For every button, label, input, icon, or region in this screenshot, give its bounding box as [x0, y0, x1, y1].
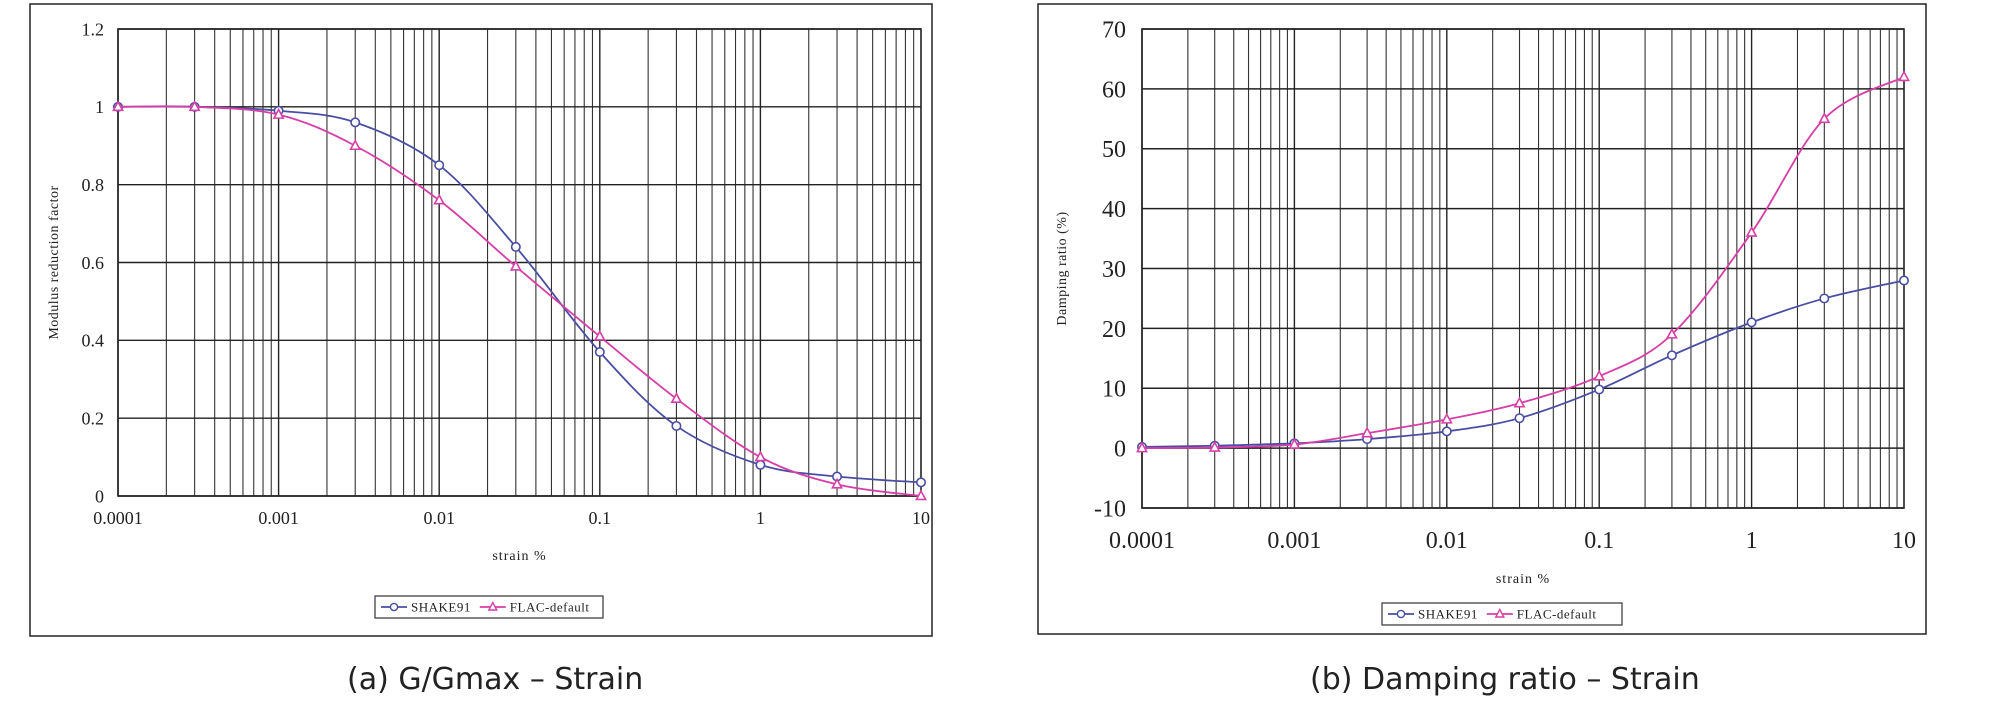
legend-label: FLAC-default	[510, 600, 590, 615]
y-tick-label: 10	[1102, 377, 1126, 403]
y-tick-label: 0.8	[82, 175, 105, 195]
legend-label: SHAKE91	[411, 600, 471, 615]
legend-marker	[1494, 608, 1505, 618]
x-tick-label: 0.0001	[93, 508, 143, 528]
data-point	[1665, 327, 1678, 339]
y-tick-label: 30	[1102, 257, 1126, 283]
y-axis-title: Modulus reduction factor	[47, 185, 62, 339]
legend-marker	[1396, 609, 1406, 619]
y-tick-label: 60	[1102, 77, 1126, 103]
data-point	[509, 259, 522, 271]
data-point	[1514, 413, 1525, 424]
data-point	[1818, 112, 1831, 124]
x-tick-label: 0.1	[589, 508, 612, 528]
data-point	[1666, 350, 1677, 361]
data-point	[112, 100, 124, 112]
data-point	[1899, 275, 1910, 286]
y-tick-label: 50	[1102, 137, 1126, 163]
legend-label: SHAKE91	[1418, 607, 1478, 622]
data-point	[434, 160, 445, 171]
x-tick-label: 1	[756, 508, 765, 528]
y-tick-label: 1	[95, 97, 104, 117]
x-axis-title: strain %	[492, 549, 546, 564]
data-point	[1593, 369, 1606, 381]
series-line-flac-default	[1141, 76, 1905, 450]
x-tick-label: 0.01	[1426, 528, 1468, 554]
y-tick-label: 0.6	[82, 253, 105, 273]
panel-frame	[1037, 3, 1927, 635]
data-point	[1208, 440, 1221, 452]
y-tick-label: 40	[1102, 197, 1126, 223]
data-point	[755, 459, 766, 470]
x-tick-label: 0.001	[258, 508, 299, 528]
data-point	[188, 100, 201, 112]
x-tick-label: 0.0001	[1109, 528, 1175, 554]
data-point	[1594, 384, 1605, 395]
legend-marker	[487, 601, 498, 611]
plot-area-border	[1141, 28, 1905, 509]
data-point	[272, 107, 285, 119]
y-tick-label: 0.4	[82, 331, 105, 351]
data-point	[1440, 412, 1453, 424]
legend-label: FLAC-default	[1517, 607, 1597, 622]
x-tick-label: 10	[1892, 528, 1916, 554]
x-axis-title: strain %	[1496, 572, 1550, 587]
data-point	[1746, 317, 1757, 328]
y-tick-label: 0	[95, 486, 104, 506]
y-tick-label: 0	[1114, 437, 1126, 463]
caption-left: (a) G/Gmax – Strain	[347, 662, 644, 697]
x-tick-label: 0.01	[423, 508, 455, 528]
data-point	[1898, 70, 1910, 82]
data-point	[349, 139, 362, 151]
data-point	[510, 241, 521, 252]
x-tick-label: 10	[912, 508, 930, 528]
data-point	[594, 347, 605, 358]
data-point	[433, 193, 446, 205]
y-tick-label: 1.2	[82, 19, 105, 39]
chart-panel-modulus-reduction: 0 0.2 0.4 0.6 0.8 1 1.2 0.0001 0.001 0.01 0.1 1 10 st…	[29, 3, 933, 637]
data-point	[670, 392, 683, 404]
data-point	[593, 329, 606, 341]
caption-right: (b) Damping ratio – Strain	[1310, 662, 1700, 697]
data-point	[1361, 426, 1374, 438]
data-point	[1136, 441, 1148, 453]
data-point	[754, 450, 767, 462]
x-tick-label: 0.1	[1584, 528, 1614, 554]
panel-frame	[29, 3, 933, 637]
x-tick-label: 0.001	[1267, 528, 1321, 554]
data-point	[1745, 225, 1758, 237]
data-point	[915, 489, 927, 501]
y-tick-label: 20	[1102, 317, 1126, 343]
plot-area-border	[117, 28, 922, 497]
data-point	[350, 117, 361, 128]
y-axis-title: Damping ratio (%)	[1055, 211, 1070, 325]
data-point	[1441, 426, 1452, 437]
chart-panel-damping-ratio: -10 0 10 20 30 40 50 60 70 0.0001 0.001 0.01 0.1 1 10 s…	[1037, 3, 1927, 635]
data-point	[1819, 293, 1830, 304]
x-tick-label: 1	[1746, 528, 1758, 554]
y-tick-label: 0.2	[82, 408, 105, 428]
data-point	[671, 420, 682, 431]
y-tick-label: -10	[1094, 496, 1126, 522]
data-point	[1513, 396, 1526, 408]
data-point	[915, 477, 926, 488]
y-tick-label: 70	[1102, 17, 1126, 43]
data-point	[1288, 437, 1301, 449]
data-point	[831, 477, 843, 489]
legend-marker	[389, 602, 399, 612]
series-line-shake91	[117, 105, 922, 484]
